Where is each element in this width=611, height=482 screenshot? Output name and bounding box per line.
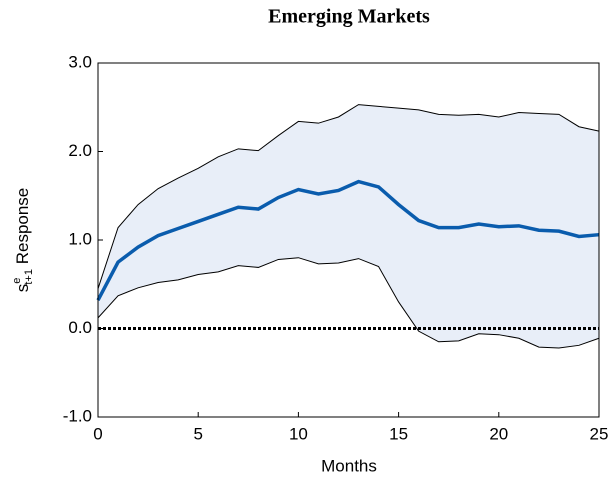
lower-bound-line [97,257,600,349]
response-line [96,179,600,301]
y-tick-label: -1.0 [63,406,92,425]
x-tick-label: 10 [289,424,308,443]
y-tick-label: 1.0 [68,229,92,248]
y-tick-label: 2.0 [68,141,92,160]
y-label-base: s [13,284,32,293]
upper-bound-line [97,104,600,289]
x-tick-label: 15 [389,424,408,443]
x-axis-label: Months [321,456,377,475]
confidence-band [98,104,599,348]
y-axis-label: set+1 Response [11,188,35,293]
y-label-sub: t+1 [23,269,35,285]
x-tick-label: 20 [489,424,508,443]
x-tick-label: 25 [590,424,609,443]
y-tick-label: 0.0 [68,318,92,337]
y-tick-label: 3.0 [68,52,92,71]
x-tick-label: 5 [193,424,202,443]
y-label-sup: e [11,278,23,284]
chart-title: Emerging Markets [268,6,430,28]
x-tick-label: 0 [93,424,102,443]
y-label-rest: Response [13,188,32,269]
